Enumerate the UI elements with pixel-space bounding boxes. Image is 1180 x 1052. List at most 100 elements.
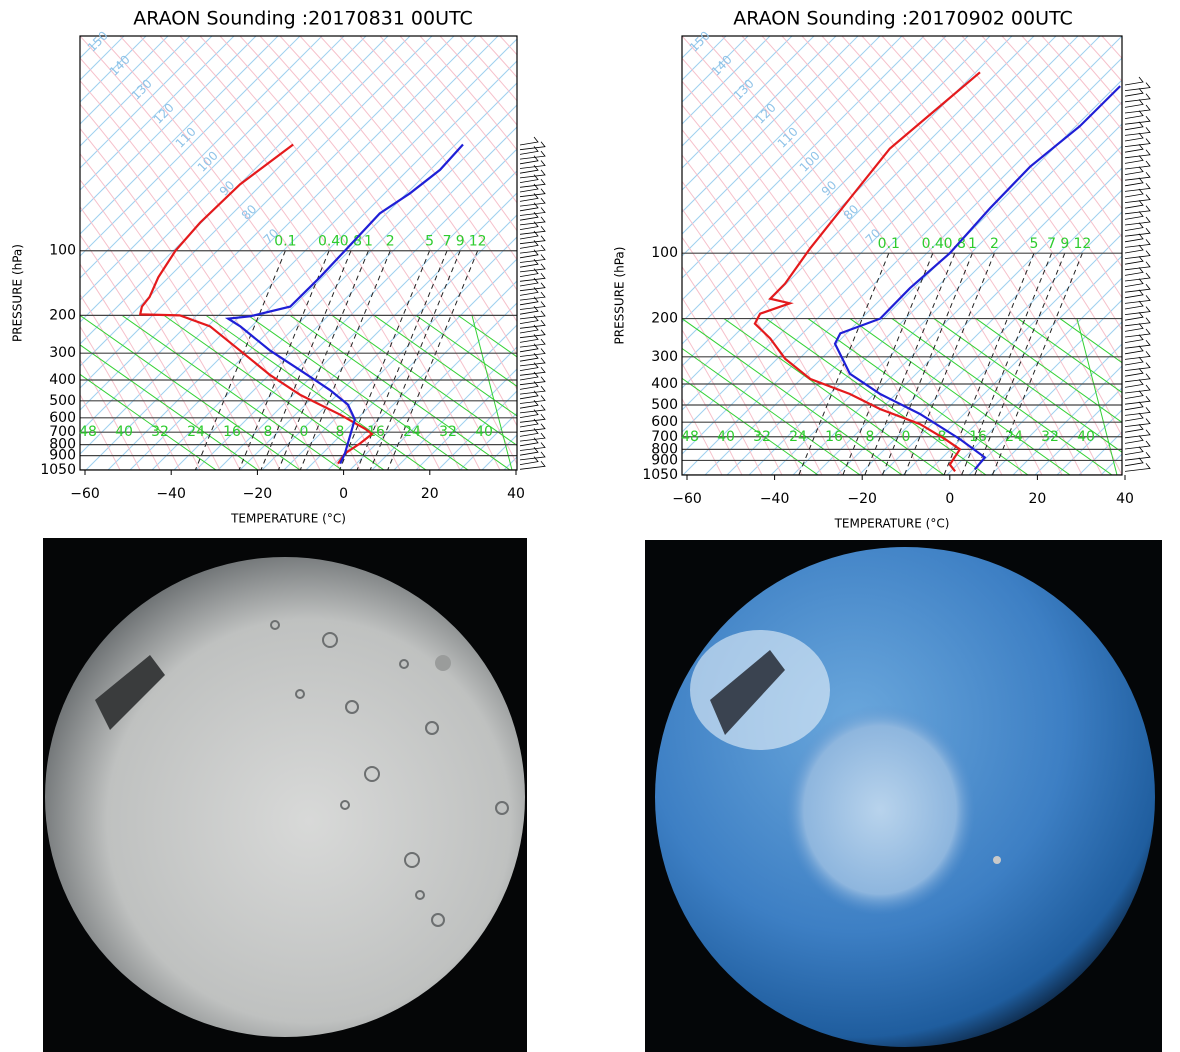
y-tick-label: 200 [651, 311, 678, 327]
x-tick-label: −60 [70, 486, 100, 502]
isotherm [217, 170, 517, 470]
theta-label: 130 [129, 76, 155, 102]
dry-adiabat [721, 36, 1023, 475]
wind-barb [519, 263, 546, 273]
background-lines [80, 36, 517, 470]
wind-barb [519, 240, 539, 249]
wind-barb [519, 357, 546, 367]
dry-adiabat [682, 128, 903, 475]
isotherm [682, 36, 991, 345]
moist-adiabat-label: 48 [681, 429, 699, 445]
wind-barb [519, 282, 546, 292]
moist-adiabat-label: 16 [969, 429, 987, 445]
moist-adiabat [723, 318, 945, 475]
wind-barb [519, 418, 539, 428]
wind-barb [1124, 356, 1144, 366]
wind-barb [519, 338, 546, 348]
isotherm [1056, 409, 1122, 475]
moist-adiabat [682, 377, 819, 475]
dry-adiabat [682, 397, 723, 475]
dry-adiabat [682, 154, 883, 475]
isotherm [107, 60, 517, 470]
dry-adiabat [379, 36, 517, 204]
isotherm [682, 36, 793, 147]
moist-adiabat [121, 314, 343, 470]
wind-barb [1124, 440, 1151, 450]
dry-adiabat [682, 57, 963, 475]
wind-barb [519, 456, 539, 465]
isotherm [80, 36, 213, 169]
wind-barb [519, 423, 546, 433]
dry-adiabat [682, 207, 843, 475]
x-tick-label: 20 [421, 486, 439, 502]
y-tick-label: 1050 [40, 462, 76, 478]
wind-barb [519, 287, 539, 296]
wind-barb [1124, 255, 1144, 265]
wind-barb [519, 183, 539, 193]
isotherm [80, 36, 323, 279]
moist-adiabat [975, 318, 1122, 424]
mixing-ratio-line [991, 253, 1083, 475]
wind-barb [1124, 345, 1144, 355]
wind-barb [519, 136, 539, 146]
wind-barb [1124, 99, 1144, 108]
wind-barb [519, 367, 546, 376]
wind-barb [1124, 132, 1144, 142]
wind-barb [1124, 143, 1144, 153]
dry-adiabat [159, 36, 461, 470]
dry-adiabat [1061, 36, 1122, 106]
theta-label: 80 [239, 202, 260, 223]
wind-barb [1124, 328, 1151, 338]
dry-adiabat [821, 36, 1122, 475]
wind-barb [1124, 334, 1144, 343]
y-tick-label: 100 [651, 245, 678, 261]
x-axis-label: TEMPERATURE (°C) [834, 517, 950, 531]
y-tick-label: 300 [49, 345, 76, 361]
x-tick-label: −20 [243, 486, 273, 502]
wind-barb [519, 216, 546, 226]
wind-barb [519, 150, 546, 160]
isotherm [80, 36, 477, 433]
wind-barb [519, 310, 546, 320]
mixing-ratio-line [881, 253, 973, 475]
wind-barb [1124, 457, 1144, 467]
isotherm [80, 36, 279, 235]
wind-barb [1124, 194, 1151, 203]
wind-barb [519, 451, 546, 461]
wind-barb [519, 254, 546, 263]
dry-adiabat [781, 36, 1083, 475]
mixing-ratio-label: 1 [364, 234, 373, 250]
wind-barb [1124, 155, 1144, 164]
isotherm [682, 36, 1101, 455]
wind-barb [519, 343, 539, 353]
dry-adiabat [682, 328, 763, 475]
dry-adiabat [80, 179, 261, 470]
isotherm [80, 36, 433, 389]
isotherm [327, 280, 517, 470]
wind-barb [519, 188, 546, 198]
wind-barb [1124, 446, 1144, 455]
isotherm [946, 299, 1122, 475]
y-tick-label: 1050 [642, 467, 678, 483]
y-tick-label: 700 [651, 429, 678, 445]
wind-barb [519, 395, 546, 404]
wind-barb [1124, 463, 1151, 472]
theta-label: 130 [731, 76, 757, 102]
isotherm [704, 57, 1122, 475]
dry-adiabat [199, 36, 501, 470]
dry-adiabat [861, 36, 1122, 400]
moist-adiabat-label: 16 [367, 424, 385, 440]
dry-adiabat [80, 234, 221, 470]
isotherm [880, 233, 1122, 475]
moist-adiabat [471, 315, 513, 470]
dry-adiabat [80, 206, 241, 470]
wind-barb [519, 174, 539, 183]
isotherm [682, 36, 771, 125]
isotherm [80, 36, 301, 257]
wind-barb [519, 399, 539, 409]
wind-barb [1124, 311, 1144, 321]
mixing-ratio-label: 7 [1047, 236, 1056, 252]
isotherm [261, 214, 517, 470]
wind-barb [1124, 306, 1151, 315]
